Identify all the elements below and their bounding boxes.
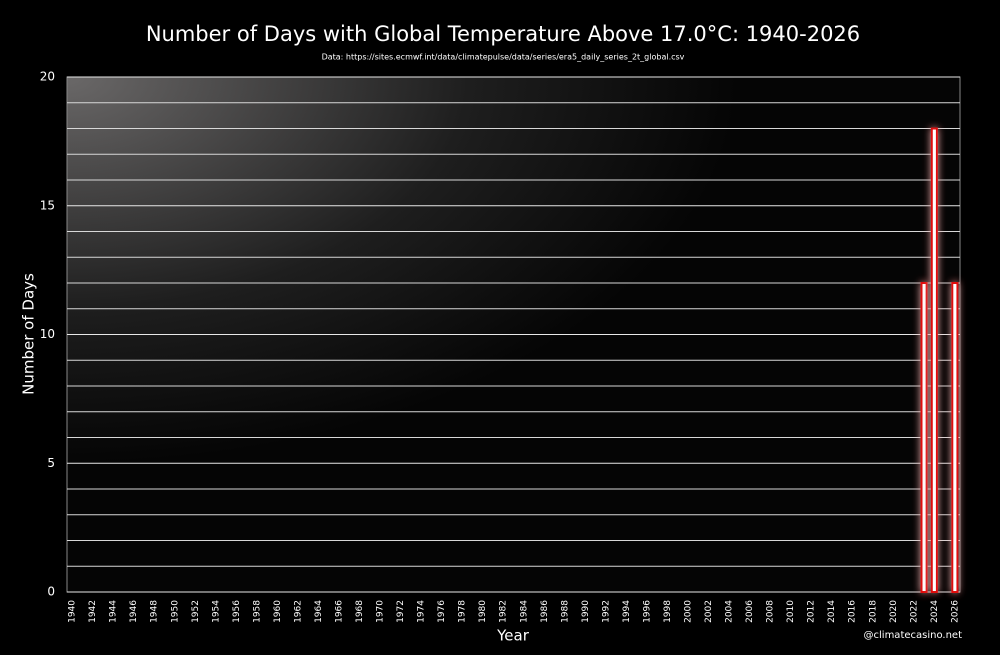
x-tick-label: 1974	[417, 600, 427, 623]
x-tick-label: 2022	[909, 600, 919, 623]
y-tick-label: 0	[47, 585, 55, 599]
chart-subtitle: Data: https://sites.ecmwf.int/data/clima…	[322, 53, 685, 62]
x-tick-label: 2024	[930, 600, 940, 623]
x-tick-label: 2026	[950, 600, 960, 623]
x-tick-label: 1954	[211, 600, 221, 623]
x-tick-label: 1958	[252, 600, 262, 623]
x-tick-label: 1992	[601, 600, 611, 623]
x-tick-label: 2020	[889, 600, 899, 623]
x-tick-label: 1976	[437, 600, 447, 623]
x-tick-label: 1986	[540, 600, 550, 623]
x-tick-label: 1972	[396, 600, 406, 623]
x-tick-label: 1994	[622, 600, 632, 623]
x-tick-label: 1996	[642, 600, 652, 623]
bar	[951, 282, 959, 593]
x-tick-label: 1982	[499, 600, 509, 623]
x-axis-label: Year	[496, 627, 530, 645]
x-tick-label: 1988	[560, 600, 570, 623]
x-tick-label: 2010	[786, 600, 796, 623]
x-tick-label: 1960	[273, 600, 283, 623]
x-tick-label: 1970	[376, 600, 386, 623]
x-tick-label: 1942	[88, 600, 98, 623]
x-tick-label: 1944	[109, 600, 119, 623]
y-axis-label: Number of Days	[20, 273, 38, 395]
x-tick-label: 1984	[519, 600, 529, 623]
y-tick-label: 15	[40, 198, 55, 212]
x-tick-label: 1990	[581, 600, 591, 623]
x-tick-label: 1978	[458, 600, 468, 623]
x-tick-label: 1962	[293, 600, 303, 623]
x-tick-label: 1952	[191, 600, 201, 623]
x-tick-label: 2004	[725, 600, 735, 623]
x-tick-label: 2014	[827, 600, 837, 623]
x-tick-label: 1956	[232, 600, 242, 623]
x-tick-label: 2006	[745, 600, 755, 623]
y-tick-label: 5	[47, 456, 55, 470]
bar	[930, 127, 938, 593]
x-tick-label: 2000	[683, 600, 693, 623]
x-tick-label: 1968	[355, 600, 365, 623]
x-tick-label: 2018	[868, 600, 878, 623]
x-tick-label: 2016	[848, 600, 858, 623]
x-tick-label: 1948	[150, 600, 160, 623]
x-tick-label: 2002	[704, 600, 714, 623]
x-tick-label: 1950	[170, 600, 180, 623]
x-tick-label: 2012	[807, 600, 817, 623]
x-tick-label: 1998	[663, 600, 673, 623]
x-tick-label: 1964	[314, 600, 324, 623]
x-tick-label: 2008	[766, 600, 776, 623]
x-tick-label: 1980	[478, 600, 488, 623]
x-tick-label: 1946	[129, 600, 139, 623]
chart-title: Number of Days with Global Temperature A…	[146, 22, 860, 46]
bar	[920, 282, 928, 593]
y-tick-label: 20	[40, 70, 55, 84]
x-tick-label: 1966	[335, 600, 345, 623]
x-tick-label: 1940	[68, 600, 78, 623]
watermark: @climatecasino.net	[864, 630, 963, 641]
y-tick-label: 10	[40, 327, 55, 341]
